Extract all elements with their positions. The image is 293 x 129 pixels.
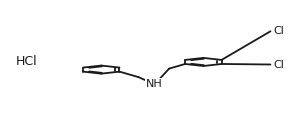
Text: Cl: Cl — [273, 26, 284, 36]
Text: HCl: HCl — [16, 55, 38, 68]
Text: NH: NH — [146, 79, 163, 89]
Text: Cl: Cl — [273, 59, 284, 70]
